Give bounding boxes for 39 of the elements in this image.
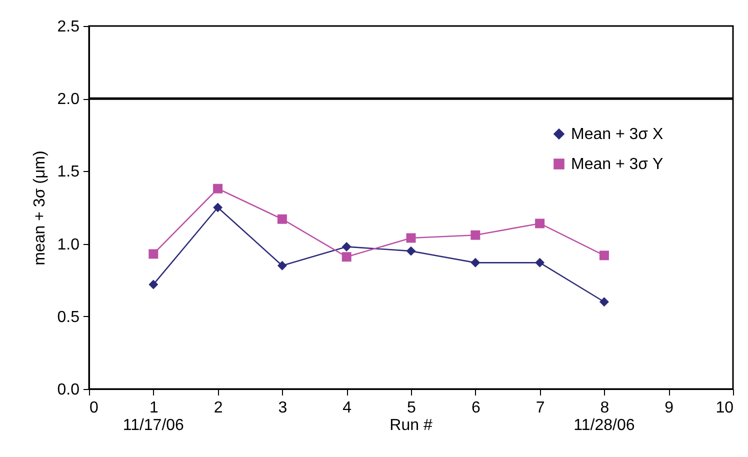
x-tick-label: 0	[90, 400, 98, 416]
x-tick-label: 8	[600, 400, 610, 416]
y-tick-label: 0.0	[57, 382, 80, 398]
legend-label: Mean + 3σ Y	[571, 156, 664, 173]
point	[406, 233, 416, 243]
point	[213, 202, 223, 212]
y-tick-label: 2.5	[57, 18, 80, 36]
legend-label: Mean + 3σ X	[571, 126, 664, 143]
point	[342, 252, 352, 262]
x-tick-label: 2	[214, 400, 223, 416]
x-tick-label: 5	[407, 400, 416, 416]
x-tick-label: 9	[664, 400, 674, 416]
point	[213, 184, 223, 194]
x-tick-label: 3	[278, 400, 288, 416]
point	[535, 258, 545, 268]
point	[277, 214, 287, 224]
point	[535, 218, 545, 228]
point	[277, 260, 287, 270]
point	[470, 230, 480, 240]
point	[406, 246, 416, 256]
point	[342, 242, 352, 252]
text: 11/28/06	[574, 417, 635, 434]
y-axis-title: mean + 3σ (μm)	[31, 150, 48, 266]
y-tick-label: 2.0	[57, 91, 80, 108]
x-tick-label: 10	[716, 400, 734, 416]
point	[599, 297, 609, 307]
x-tick-label: 4	[342, 400, 352, 416]
point	[470, 258, 480, 268]
y-tick-label: 1.5	[57, 164, 80, 181]
text: 11/17/06	[122, 417, 184, 434]
y-tick-label: 1.0	[57, 236, 80, 254]
x-tick-label: 1	[149, 400, 158, 416]
point	[148, 249, 158, 259]
x-axis-title: Run #	[390, 417, 432, 434]
x-tick-label: 6	[471, 400, 480, 416]
x-tick-label: 7	[536, 400, 545, 416]
point	[599, 250, 609, 260]
point	[148, 280, 158, 290]
y-tick-label: 0.5	[57, 308, 80, 326]
